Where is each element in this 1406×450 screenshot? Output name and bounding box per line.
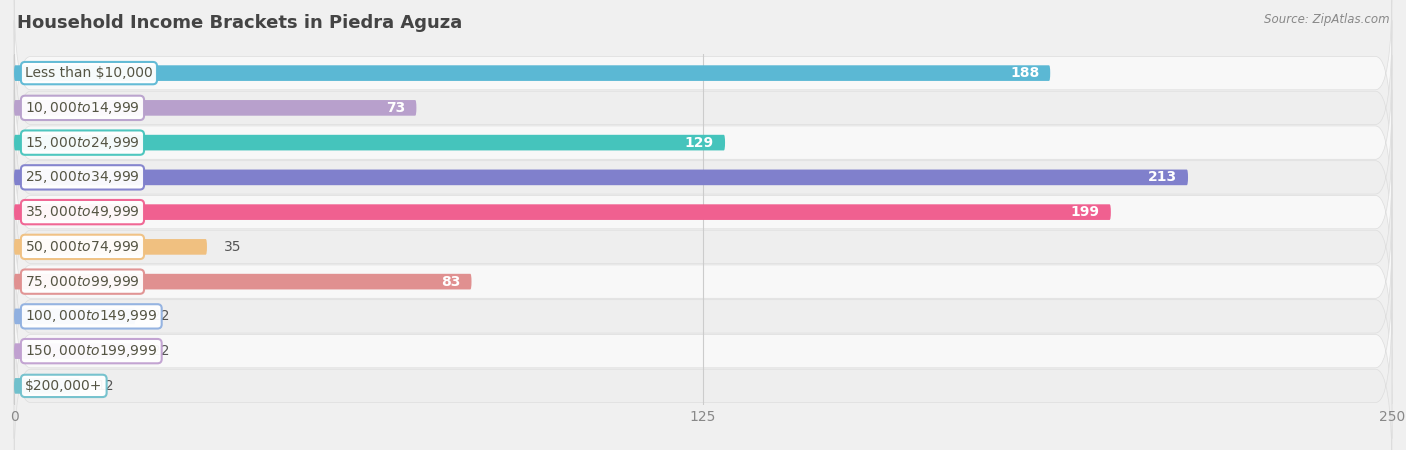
FancyBboxPatch shape (14, 55, 1392, 230)
Text: $15,000 to $24,999: $15,000 to $24,999 (25, 135, 139, 151)
FancyBboxPatch shape (14, 378, 80, 394)
FancyBboxPatch shape (14, 100, 416, 116)
Text: 12: 12 (97, 379, 114, 393)
Text: $75,000 to $99,999: $75,000 to $99,999 (25, 274, 139, 290)
Text: Source: ZipAtlas.com: Source: ZipAtlas.com (1264, 14, 1389, 27)
Text: 35: 35 (224, 240, 240, 254)
FancyBboxPatch shape (14, 194, 1392, 369)
Text: $150,000 to $199,999: $150,000 to $199,999 (25, 343, 157, 359)
FancyBboxPatch shape (14, 125, 1392, 300)
FancyBboxPatch shape (14, 204, 1111, 220)
Text: $10,000 to $14,999: $10,000 to $14,999 (25, 100, 139, 116)
FancyBboxPatch shape (14, 264, 1392, 439)
Text: 83: 83 (441, 274, 461, 288)
FancyBboxPatch shape (14, 65, 1050, 81)
FancyBboxPatch shape (14, 309, 135, 324)
FancyBboxPatch shape (14, 90, 1392, 265)
Text: 22: 22 (152, 310, 169, 324)
Text: 188: 188 (1010, 66, 1039, 80)
FancyBboxPatch shape (14, 170, 1188, 185)
FancyBboxPatch shape (14, 0, 1392, 161)
Text: 73: 73 (387, 101, 405, 115)
FancyBboxPatch shape (14, 135, 725, 150)
Text: 129: 129 (685, 135, 714, 149)
Text: Less than $10,000: Less than $10,000 (25, 66, 153, 80)
FancyBboxPatch shape (14, 298, 1392, 450)
Text: Household Income Brackets in Piedra Aguza: Household Income Brackets in Piedra Aguz… (17, 14, 463, 32)
FancyBboxPatch shape (14, 274, 471, 289)
Text: $200,000+: $200,000+ (25, 379, 103, 393)
Text: 199: 199 (1071, 205, 1099, 219)
Text: 213: 213 (1147, 171, 1177, 184)
FancyBboxPatch shape (14, 159, 1392, 334)
FancyBboxPatch shape (14, 343, 135, 359)
Text: $25,000 to $34,999: $25,000 to $34,999 (25, 169, 139, 185)
FancyBboxPatch shape (14, 20, 1392, 195)
FancyBboxPatch shape (14, 239, 207, 255)
Text: $35,000 to $49,999: $35,000 to $49,999 (25, 204, 139, 220)
Text: $100,000 to $149,999: $100,000 to $149,999 (25, 308, 157, 324)
FancyBboxPatch shape (14, 229, 1392, 404)
Text: $50,000 to $74,999: $50,000 to $74,999 (25, 239, 139, 255)
Text: 22: 22 (152, 344, 169, 358)
